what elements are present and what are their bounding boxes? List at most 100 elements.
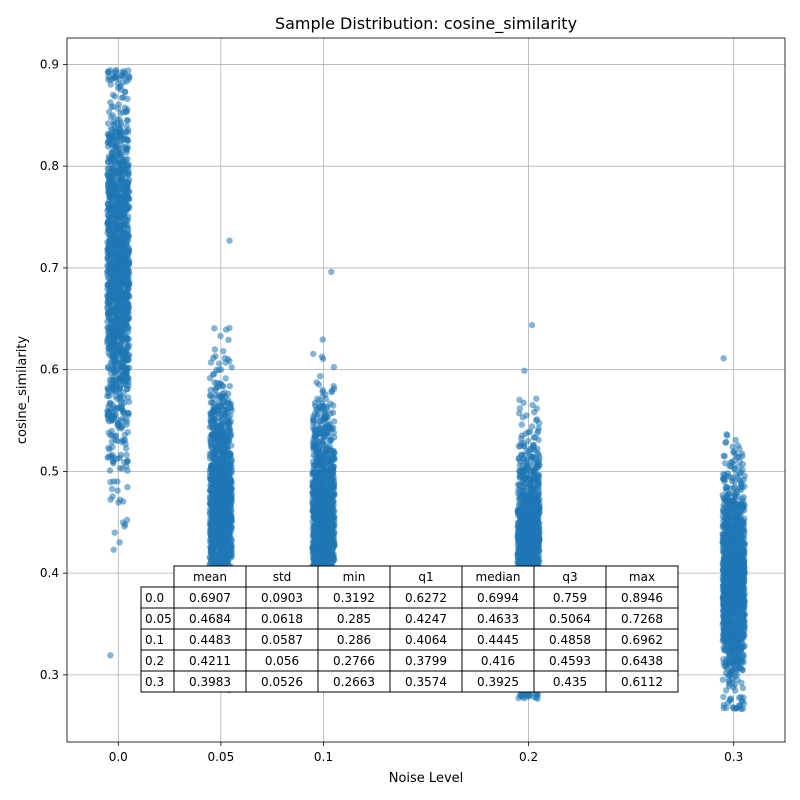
data-point [109, 274, 117, 282]
data-point [315, 381, 323, 388]
data-point [123, 334, 130, 341]
data-point [214, 436, 221, 444]
data-point [218, 416, 225, 423]
data-point [212, 508, 220, 515]
data-point [112, 368, 119, 375]
data-point [319, 516, 326, 523]
data-point [222, 538, 229, 546]
data-point [210, 406, 218, 414]
data-point [125, 213, 132, 220]
data-point [221, 445, 228, 452]
data-point [220, 348, 227, 355]
data-point [104, 335, 111, 342]
data-point [518, 421, 525, 428]
data-point [112, 66, 120, 74]
data-point [315, 498, 323, 505]
data-point [222, 450, 229, 458]
data-point [322, 458, 329, 466]
data-point [109, 149, 117, 157]
data-point [315, 446, 323, 453]
data-point [320, 534, 328, 542]
data-point [221, 437, 228, 444]
data-point [208, 484, 215, 491]
data-point [112, 436, 119, 444]
data-point [326, 514, 333, 521]
data-point [219, 382, 226, 390]
data-point [108, 192, 115, 199]
data-point [227, 429, 234, 437]
data-point [120, 362, 127, 370]
data-point [318, 523, 325, 531]
data-point [316, 404, 324, 411]
data-point [210, 490, 217, 497]
data-point [124, 323, 132, 331]
data-point [227, 476, 234, 483]
data-point [329, 537, 336, 544]
data-point [208, 519, 215, 527]
data-point [117, 161, 124, 168]
data-point [211, 453, 218, 460]
data-point [220, 503, 227, 510]
data-point [213, 366, 220, 374]
data-point [120, 498, 127, 505]
data-point [319, 510, 326, 517]
data-point [120, 277, 127, 284]
data-point [219, 515, 226, 523]
data-point [525, 437, 532, 445]
data-point [124, 204, 131, 212]
data-point [317, 373, 324, 380]
data-point [105, 76, 112, 83]
data-point [320, 415, 327, 422]
data-point [120, 377, 127, 384]
data-point [324, 545, 331, 552]
data-point [124, 483, 131, 491]
data-point [109, 91, 117, 99]
data-point [330, 497, 337, 504]
data-point [115, 215, 123, 222]
data-point [123, 149, 130, 156]
data-point [117, 178, 124, 185]
data-point [106, 399, 114, 406]
data-point [109, 178, 117, 185]
data-point [118, 228, 126, 235]
data-point [111, 74, 118, 81]
data-point [124, 128, 132, 136]
data-point [222, 326, 230, 333]
data-point [224, 482, 231, 489]
data-point [125, 301, 132, 308]
data-point [124, 428, 131, 436]
data-point [212, 430, 219, 437]
data-point [316, 469, 323, 477]
data-point [110, 103, 117, 110]
data-point [114, 331, 121, 338]
data-point [322, 489, 329, 497]
data-point [111, 340, 118, 348]
data-point [112, 235, 120, 242]
data-point [120, 67, 128, 75]
data-point [328, 268, 335, 275]
data-point [226, 383, 233, 390]
data-point [207, 434, 214, 441]
data-point [309, 469, 316, 477]
data-point [217, 332, 224, 340]
data-point [121, 104, 129, 111]
data-point [228, 457, 235, 465]
data-point [211, 346, 219, 353]
data-point [207, 526, 214, 533]
data-point [218, 426, 226, 434]
data-point [331, 489, 338, 497]
data-point [106, 250, 113, 257]
data-point [110, 353, 117, 361]
data-point [211, 416, 218, 423]
data-point [111, 160, 118, 167]
data-point [107, 478, 114, 486]
data-point [309, 508, 317, 516]
data-point [228, 364, 235, 371]
chart-title: Sample Distribution: cosine_similarity [275, 14, 577, 34]
data-point [104, 212, 112, 219]
data-point [312, 427, 319, 434]
data-point [329, 455, 336, 463]
data-point [211, 325, 218, 332]
data-point [328, 530, 336, 537]
data-point [107, 81, 115, 88]
